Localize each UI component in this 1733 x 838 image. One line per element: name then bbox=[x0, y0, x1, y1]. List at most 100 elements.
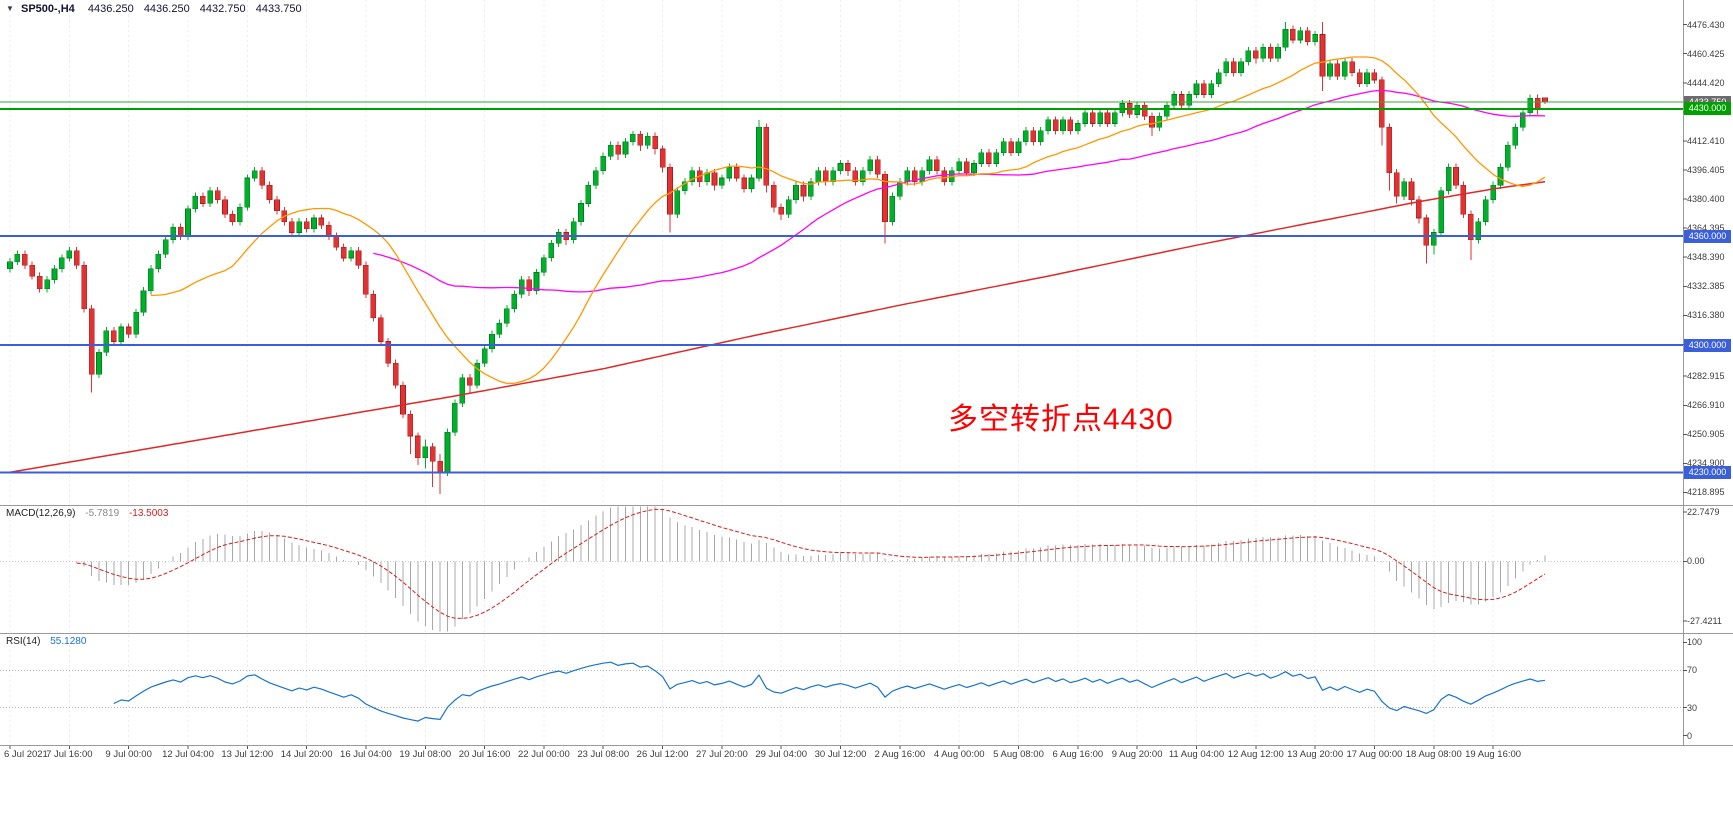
annotation-text[interactable]: 多空转折点4430 bbox=[948, 403, 1174, 436]
rsi-tick-label: 100 bbox=[1687, 637, 1703, 648]
candle bbox=[222, 199, 228, 215]
fast-ma-line bbox=[150, 56, 1546, 385]
candle bbox=[963, 161, 970, 173]
candle bbox=[244, 177, 251, 208]
candle bbox=[503, 308, 510, 324]
rsi-tick-label: 70 bbox=[1687, 665, 1698, 676]
candle bbox=[941, 170, 948, 183]
candle bbox=[162, 239, 169, 255]
time-axis-label: 13 Aug 20:00 bbox=[1287, 749, 1344, 760]
medium-ma-line bbox=[373, 89, 1546, 293]
candle bbox=[266, 185, 273, 201]
candle bbox=[867, 159, 874, 172]
symbol-menu-icon[interactable]: ▼ bbox=[6, 4, 14, 13]
price-tick-label: 4316.380 bbox=[1687, 310, 1725, 321]
candle bbox=[1260, 46, 1266, 59]
candle bbox=[926, 159, 933, 172]
candle bbox=[1460, 185, 1467, 215]
candle bbox=[548, 243, 555, 259]
candle bbox=[444, 431, 451, 473]
candle bbox=[385, 341, 392, 364]
candle bbox=[600, 155, 607, 171]
price-badge-4300.000[interactable]: 4300.000 bbox=[1684, 338, 1731, 352]
candle bbox=[585, 185, 592, 204]
price-scale[interactable]: 4476.4304460.4254444.4204428.4154412.410… bbox=[1684, 0, 1733, 775]
candle bbox=[1075, 123, 1081, 132]
time-axis-label: 17 Aug 00:00 bbox=[1346, 749, 1403, 760]
candle bbox=[1423, 217, 1430, 246]
candle bbox=[1482, 199, 1489, 222]
candle bbox=[1008, 141, 1014, 153]
candle bbox=[785, 199, 792, 215]
candle bbox=[889, 195, 896, 222]
rsi-value: 55.1280 bbox=[50, 636, 87, 647]
candle bbox=[659, 148, 666, 168]
candle bbox=[1356, 72, 1363, 84]
candle bbox=[1201, 83, 1207, 95]
candle bbox=[422, 446, 429, 459]
candle bbox=[741, 177, 747, 190]
price-tick-label: 4266.910 bbox=[1687, 400, 1725, 411]
price-badge-4430.000[interactable]: 4430.000 bbox=[1684, 102, 1731, 116]
macd-value: -5.7819 bbox=[85, 508, 120, 519]
candle bbox=[1349, 61, 1355, 73]
candle bbox=[1052, 119, 1059, 132]
candle bbox=[296, 221, 303, 233]
candle bbox=[496, 322, 503, 335]
candle bbox=[96, 352, 102, 375]
time-axis-label: 22 Jul 00:00 bbox=[518, 749, 570, 760]
candle bbox=[644, 135, 651, 146]
candle bbox=[1497, 166, 1504, 186]
candle bbox=[1371, 72, 1378, 81]
macd-signal-value: -13.5003 bbox=[128, 508, 169, 519]
candle bbox=[1275, 46, 1281, 59]
candle bbox=[348, 250, 354, 259]
candle bbox=[1542, 97, 1548, 103]
candle bbox=[1112, 112, 1118, 124]
price-badge-4360.000[interactable]: 4360.000 bbox=[1684, 229, 1731, 243]
candle bbox=[1171, 94, 1177, 106]
candle bbox=[674, 190, 681, 215]
price-tick-label: 4460.425 bbox=[1687, 48, 1725, 59]
candle bbox=[874, 159, 881, 175]
candle bbox=[1253, 50, 1259, 59]
candle bbox=[1104, 112, 1111, 124]
candle bbox=[29, 264, 36, 277]
candle bbox=[59, 257, 65, 270]
candle bbox=[207, 190, 213, 204]
candle bbox=[1282, 28, 1289, 48]
price-tick-label: 4234.900 bbox=[1687, 458, 1725, 469]
ohlc-low: 4432.750 bbox=[199, 3, 246, 15]
time-axis-label: 6 Aug 16:00 bbox=[1052, 749, 1104, 760]
candle bbox=[1141, 105, 1148, 117]
candle bbox=[1342, 61, 1348, 77]
time-axis-label: 9 Jul 00:00 bbox=[105, 749, 152, 760]
candle bbox=[1304, 30, 1311, 43]
candle bbox=[993, 152, 1000, 164]
candle bbox=[318, 217, 325, 226]
candle bbox=[533, 272, 540, 292]
time-axis-label: 26 Jul 12:00 bbox=[636, 749, 689, 760]
candle bbox=[489, 333, 495, 350]
rsi-line bbox=[113, 661, 1546, 722]
candle bbox=[904, 170, 911, 183]
candle bbox=[363, 264, 369, 295]
candle bbox=[7, 261, 13, 270]
candle bbox=[1238, 61, 1244, 73]
candle bbox=[340, 246, 347, 259]
candle bbox=[66, 250, 73, 259]
candle bbox=[985, 152, 992, 164]
price-tick-label: 4476.430 bbox=[1687, 19, 1725, 30]
candle bbox=[1334, 63, 1341, 77]
candle bbox=[518, 279, 525, 295]
candle bbox=[1000, 141, 1007, 153]
candle bbox=[1453, 166, 1459, 186]
time-axis-label: 7 Jul 16:00 bbox=[46, 749, 93, 760]
candle bbox=[1297, 30, 1304, 41]
candle bbox=[1520, 112, 1526, 128]
candle bbox=[681, 181, 688, 192]
time-axis[interactable]: 6 Jul 2021 7 Jul 16:00 9 Jul 00:00 12 Jul 0… bbox=[0, 745, 1683, 775]
price-badge-4230.000[interactable]: 4230.000 bbox=[1684, 465, 1731, 479]
